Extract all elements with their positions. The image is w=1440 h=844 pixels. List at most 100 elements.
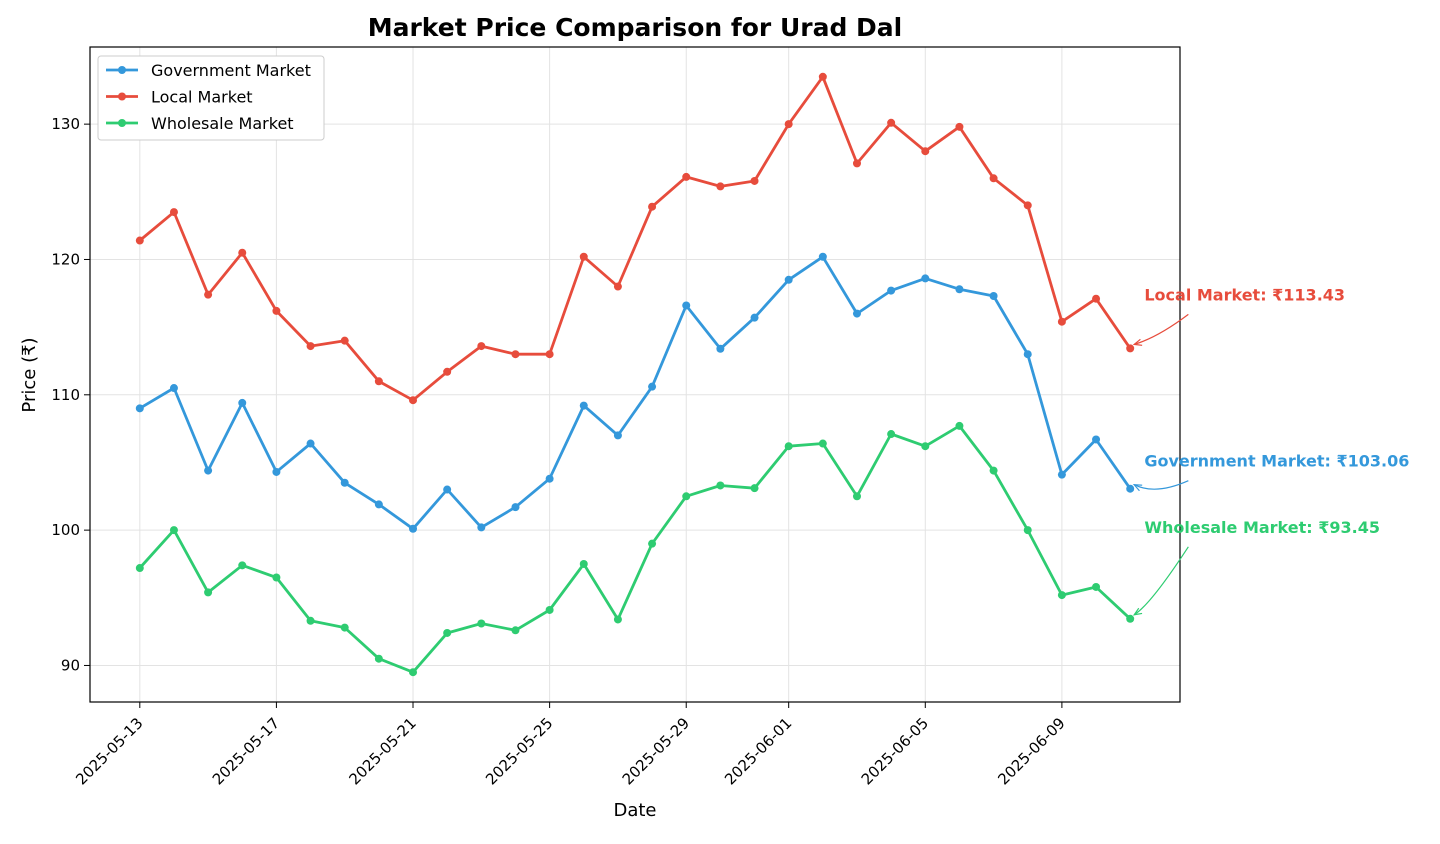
data-point-local-market bbox=[955, 122, 964, 131]
series-line-wholesale-market bbox=[138, 424, 1132, 674]
data-point-government-market bbox=[374, 500, 383, 509]
plot-frame bbox=[89, 46, 1181, 703]
series-layer bbox=[135, 72, 1135, 677]
data-point-government-market bbox=[135, 404, 144, 413]
x-tick-label: 2025-06-05 bbox=[858, 714, 932, 788]
x-tick-label: 2025-05-25 bbox=[482, 714, 556, 788]
legend-swatch-marker bbox=[118, 92, 126, 101]
data-point-government-market bbox=[613, 431, 622, 440]
x-tick-label: 2025-05-29 bbox=[619, 714, 693, 788]
annotation-arrow bbox=[1134, 313, 1189, 345]
y-tick-label: 100 bbox=[51, 521, 80, 539]
data-point-wholesale-market bbox=[1057, 591, 1066, 600]
legend-item-local-market: Local Market bbox=[106, 88, 253, 107]
data-point-local-market bbox=[613, 282, 622, 291]
annotation-arrow bbox=[1133, 546, 1189, 616]
data-point-wholesale-market bbox=[613, 615, 622, 624]
data-point-local-market bbox=[272, 306, 281, 315]
data-point-government-market bbox=[238, 398, 247, 407]
data-point-local-market bbox=[511, 350, 520, 359]
data-point-wholesale-market bbox=[306, 616, 315, 625]
data-point-local-market bbox=[921, 147, 930, 156]
data-point-wholesale-market bbox=[784, 442, 793, 451]
data-point-government-market bbox=[989, 292, 998, 301]
x-tick-label: 2025-06-09 bbox=[994, 714, 1068, 788]
data-point-government-market bbox=[1092, 435, 1101, 444]
data-point-government-market bbox=[409, 524, 418, 533]
x-tick-label: 2025-06-01 bbox=[721, 714, 795, 788]
legend: Government Market Local Market Wholesale M… bbox=[97, 55, 325, 141]
data-point-wholesale-market bbox=[1126, 614, 1135, 623]
data-point-local-market bbox=[409, 396, 418, 405]
data-point-wholesale-market bbox=[716, 481, 725, 490]
series-line-local-market bbox=[138, 75, 1132, 402]
y-tick-label: 120 bbox=[51, 250, 80, 268]
data-point-government-market bbox=[1023, 350, 1032, 359]
y-tick-label: 90 bbox=[61, 656, 80, 674]
series-government-market bbox=[135, 252, 1135, 533]
data-point-local-market bbox=[716, 182, 725, 191]
data-point-wholesale-market bbox=[989, 466, 998, 475]
x-tick-label: 2025-05-17 bbox=[209, 714, 283, 788]
data-point-wholesale-market bbox=[682, 492, 691, 501]
legend-swatch-marker bbox=[118, 66, 126, 74]
data-point-wholesale-market bbox=[409, 668, 418, 677]
legend-label: Wholesale Market bbox=[151, 114, 294, 133]
data-point-wholesale-market bbox=[204, 588, 213, 597]
data-point-government-market bbox=[545, 474, 554, 483]
chart-title: Market Price Comparison for Urad Dal bbox=[368, 13, 903, 42]
data-point-wholesale-market bbox=[1023, 526, 1032, 535]
data-point-government-market bbox=[955, 285, 964, 294]
x-axis: 2025-05-13 2025-05-17 2025-05-21 2025-05-25… bbox=[72, 702, 1069, 788]
data-point-wholesale-market bbox=[135, 564, 144, 573]
data-point-local-market bbox=[887, 118, 896, 127]
legend-item-government-market: Government Market bbox=[106, 61, 311, 80]
data-point-government-market bbox=[1057, 470, 1066, 479]
data-point-local-market bbox=[204, 290, 213, 299]
data-point-government-market bbox=[852, 309, 861, 318]
data-point-government-market bbox=[340, 478, 349, 487]
data-point-government-market bbox=[682, 301, 691, 310]
data-point-government-market bbox=[921, 274, 930, 283]
data-point-wholesale-market bbox=[443, 628, 452, 637]
x-tick-label: 2025-05-13 bbox=[72, 714, 146, 788]
x-tick-label: 2025-05-21 bbox=[345, 714, 419, 788]
annotation-layer: Local Market: ₹113.43 Government Market: … bbox=[1132, 285, 1409, 616]
data-point-wholesale-market bbox=[477, 619, 486, 628]
data-point-wholesale-market bbox=[887, 430, 896, 439]
annotation-arrow bbox=[1133, 480, 1189, 490]
data-point-local-market bbox=[306, 342, 315, 351]
data-point-wholesale-market bbox=[272, 573, 281, 582]
y-tick-label: 110 bbox=[51, 386, 80, 404]
data-point-wholesale-market bbox=[511, 626, 520, 635]
data-point-local-market bbox=[545, 350, 554, 359]
data-point-government-market bbox=[443, 485, 452, 494]
data-point-wholesale-market bbox=[955, 421, 964, 430]
annotation-arrowhead bbox=[1132, 338, 1143, 346]
data-point-wholesale-market bbox=[921, 442, 930, 451]
x-axis-label: Date bbox=[613, 800, 656, 821]
data-point-local-market bbox=[238, 248, 247, 257]
data-point-local-market bbox=[648, 202, 657, 211]
data-point-government-market bbox=[784, 275, 793, 284]
data-point-government-market bbox=[204, 466, 213, 475]
data-point-government-market bbox=[887, 286, 896, 295]
legend-item-wholesale-market: Wholesale Market bbox=[106, 114, 294, 133]
data-point-local-market bbox=[1092, 294, 1101, 303]
data-point-local-market bbox=[443, 367, 452, 376]
data-point-government-market bbox=[511, 503, 520, 512]
data-point-local-market bbox=[340, 336, 349, 345]
annotation-arrowhead bbox=[1132, 607, 1143, 616]
data-point-government-market bbox=[169, 384, 178, 393]
data-point-government-market bbox=[818, 252, 827, 261]
data-point-wholesale-market bbox=[579, 559, 588, 568]
data-point-local-market bbox=[477, 342, 486, 351]
data-point-government-market bbox=[477, 523, 486, 532]
data-point-government-market bbox=[716, 344, 725, 353]
data-point-wholesale-market bbox=[818, 439, 827, 448]
data-point-local-market bbox=[1057, 317, 1066, 326]
data-point-local-market bbox=[818, 72, 827, 81]
data-point-local-market bbox=[135, 236, 144, 245]
